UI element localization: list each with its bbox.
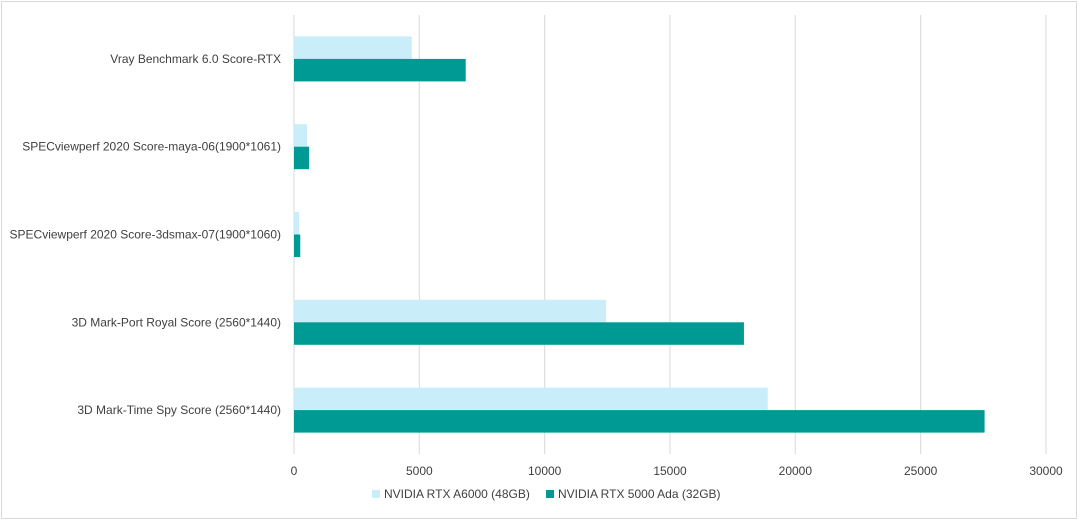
- bar-series-2: [294, 234, 301, 257]
- bar-series-2: [294, 146, 310, 170]
- x-tick-label: 15000: [653, 464, 687, 478]
- category-labels: Vray Benchmark 6.0 Score-RTX SPECviewperf…: [10, 52, 281, 417]
- legend: NVIDIA RTX A6000 (48GB) NVIDIA RTX 5000 A…: [372, 487, 721, 501]
- x-tick-label: 10000: [528, 464, 562, 478]
- bar-series-2: [294, 58, 466, 82]
- legend-swatch: [372, 490, 380, 498]
- x-tick-label: 25000: [904, 464, 938, 478]
- x-tick-label: 5000: [406, 464, 433, 478]
- legend-swatch: [546, 490, 554, 498]
- bar-series-1: [294, 387, 768, 411]
- bar-series-1: [294, 124, 308, 147]
- x-tick-label: 20000: [779, 464, 813, 478]
- bar-series-2: [294, 322, 744, 345]
- gridlines: [293, 15, 1047, 454]
- category-label: SPECviewperf 2020 Score-3dsmax-07(1900*1…: [10, 228, 281, 242]
- category-label: 3D Mark-Port Royal Score (2560*1440): [72, 315, 281, 329]
- x-axis-ticks: 0 5000 10000 15000 20000 25000 30000: [291, 464, 1063, 478]
- x-tick-label: 30000: [1029, 464, 1063, 478]
- bar-series-2: [294, 410, 985, 433]
- legend-label: NVIDIA RTX 5000 Ada (32GB): [558, 487, 721, 501]
- category-label: SPECviewperf 2020 Score-maya-06(1900*106…: [22, 140, 281, 154]
- x-tick-label: 0: [291, 464, 298, 478]
- category-label: Vray Benchmark 6.0 Score-RTX: [110, 52, 281, 66]
- bars: [294, 36, 985, 433]
- category-label: 3D Mark-Time Spy Score (2560*1440): [77, 403, 281, 417]
- bar-series-1: [294, 212, 300, 235]
- bar-series-1: [294, 299, 607, 323]
- legend-label: NVIDIA RTX A6000 (48GB): [384, 487, 530, 501]
- bar-series-1: [294, 36, 412, 59]
